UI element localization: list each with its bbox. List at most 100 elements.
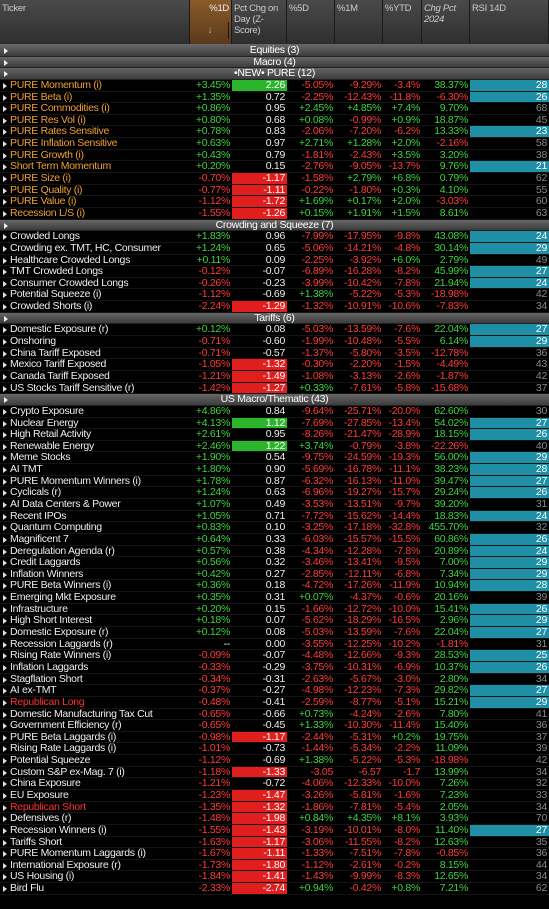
table-row[interactable]: High Retail Activity +2.61% 0.95 -8.26% -21.… — [0, 429, 549, 441]
rsi: 39 — [535, 592, 547, 603]
table-row[interactable]: Crowded Longs +1.83% 0.96 -7.99% -17.95% -9.8… — [0, 231, 549, 243]
table-row[interactable]: Domestic Manufacturing Tax Cut -0.65% -0.6… — [0, 709, 549, 721]
cell: -5.3% — [394, 289, 420, 301]
table-row[interactable]: Domestic Exposure (r) +0.12% 0.08 -5.03% -13… — [0, 627, 549, 639]
table-row[interactable]: PURE Commodities (i) +0.86% 0.95 +2.45% +4.8… — [0, 103, 549, 115]
table-row[interactable]: Onshoring -0.71% -0.60 -1.99% -10.48% -5.5% 6.… — [0, 336, 549, 348]
cell: -15.68% — [430, 382, 468, 394]
table-row[interactable]: PURE Momentum Laggards (i) -1.67% -1.11 -1.… — [0, 848, 549, 860]
table-row[interactable]: PURE Growth (i) +0.43% 0.79 -1.81% -2.43% +3.… — [0, 150, 549, 162]
table-row[interactable]: Crypto Exposure +4.86% 0.84 -9.64% -25.71% -2… — [0, 406, 549, 418]
table-row[interactable]: Meme Stocks +1.90% 0.54 -9.75% -24.59% -19.3%… — [0, 452, 549, 465]
table-row[interactable]: Potential Squeeze (i) -1.12% -0.69 +1.38% -5… — [0, 289, 549, 302]
column-header[interactable]: %1M — [335, 0, 383, 44]
section-header[interactable]: Equities (3) — [0, 44, 549, 57]
table-row[interactable]: TMT Crowded Longs -0.12% -0.07 -6.89% -16.28… — [0, 266, 549, 278]
ticker: Crowded Shorts (i) — [0, 301, 190, 312]
section-header[interactable]: Tariffs (6) — [0, 312, 549, 325]
rsi: 63 — [535, 207, 547, 219]
table-row[interactable]: Healthcare Crowded Longs +0.11% 0.09 -2.25%… — [0, 255, 549, 267]
table-row[interactable]: China Tariff Exposed -0.71% -0.57 -1.37% -5.… — [0, 348, 549, 360]
cell: +0.80% — [195, 114, 230, 126]
table-row[interactable]: Rising Rate Laggards (i) -1.01% -0.73 -1.44… — [0, 743, 549, 756]
column-header[interactable]: %5D — [287, 0, 335, 44]
table-row[interactable]: Quantum Computing +0.83% 0.10 -3.25% -17.18%… — [0, 522, 549, 534]
cell: 8.15% — [439, 859, 469, 871]
cell: -13.51% — [343, 498, 381, 510]
table-row[interactable]: PURE Quality (i) -0.77% -1.11 -0.22% -1.80% +… — [0, 184, 549, 197]
cell: -1.33% — [301, 848, 334, 859]
table-row[interactable]: PURE Beta Laggards (i) -0.98% -1.17 -2.44% -… — [0, 731, 549, 744]
table-row[interactable]: Stagflation Short -0.34% -0.31 -2.63% -5.67%… — [0, 674, 549, 686]
section-header[interactable]: Crowding and Squeeze (7) — [0, 219, 549, 232]
table-row[interactable]: Mexico Tariff Exposed -1.05% -1.32 -0.30% -2… — [0, 359, 549, 371]
table-row[interactable]: Cyclicals (r) +1.24% 0.63 -6.96% -19.27% -15.… — [0, 487, 549, 499]
ticker: US Stocks Tariff Sensitive (r) — [0, 383, 190, 394]
table-row[interactable]: Inflation Laggards -0.33% -0.29 -3.75% -10.3… — [0, 661, 549, 674]
table-row[interactable]: Short Term Momentum +0.20% 0.15 -2.76% -9.05… — [0, 161, 549, 174]
table-row[interactable]: PURE Size (i) -0.70% -1.17 -1.58% +2.79% +6.8… — [0, 173, 549, 185]
table-row[interactable]: PURE Rates Sensitive +0.78% 0.83 -2.06% -7.2… — [0, 126, 549, 139]
table-row[interactable]: PURE Value (i) -1.12% -1.72 +1.69% +0.17% +2.… — [0, 196, 549, 208]
table-row[interactable]: Canada Tariff Exposed -1.21% -1.49 -1.08% -3… — [0, 370, 549, 383]
column-header[interactable]: Chg Pct 2024 — [422, 0, 470, 44]
table-row[interactable]: Inflation Winners +0.42% 0.27 -2.85% -12.11%… — [0, 568, 549, 581]
table-row[interactable]: Potential Squeeze -1.12% -0.69 +1.38% -5.22%… — [0, 755, 549, 767]
sort-indicator[interactable]: ↓ — [192, 22, 229, 39]
table-row[interactable]: PURE Inflation Sensitive +0.63% 0.97 +2.71%… — [0, 138, 549, 150]
table-row[interactable]: AI ex-TMT -0.37% -0.27 -4.98% -12.23% -7.3% 29… — [0, 685, 549, 697]
table-row[interactable]: Defensives (r) -1.48% -1.98 +0.84% +4.35% +8.… — [0, 813, 549, 825]
table-row[interactable]: Custom S&P ex-Mag. 7 (i) -1.18% -1.33 -3.05… — [0, 766, 549, 779]
cell: -6.8% — [394, 568, 420, 580]
table-row[interactable]: High Short Interest +0.18% 0.07 -5.62% -18.2… — [0, 615, 549, 628]
table-row[interactable]: Recession Winners (i) -1.55% -1.43 -3.19% -1… — [0, 824, 549, 837]
cell: -7.83% — [436, 301, 469, 312]
table-row[interactable]: US Stocks Tariff Sensitive (r) -1.42% -1.2… — [0, 382, 549, 395]
table-row[interactable]: Emerging Mkt Exposure +0.35% 0.31 +0.07% -4.… — [0, 592, 549, 604]
table-row[interactable]: AI Data Centers & Power +1.07% 0.49 -3.53% -… — [0, 499, 549, 511]
column-header[interactable]: %YTD — [383, 0, 422, 44]
table-row[interactable]: Republican Long -0.48% -0.41 -2.59% -8.77% -5… — [0, 696, 549, 709]
table-row[interactable]: Credit Laggards +0.56% 0.32 -3.46% -13.41% -9… — [0, 557, 549, 569]
section-header[interactable]: •NEW• PURE (12) — [0, 68, 549, 80]
table-row[interactable]: PURE Momentum (i) +3.45% 2.26 -5.05% -9.29% -… — [0, 79, 549, 92]
table-row[interactable]: Consumer Crowded Longs -0.26% -0.23 -3.99% -… — [0, 277, 549, 290]
rsi: 29 — [470, 615, 549, 627]
column-header[interactable]: Ticker — [0, 0, 190, 44]
table-row[interactable]: Nuclear Energy +4.13% 1.12 -7.69% -27.85% -13… — [0, 417, 549, 430]
cell: -10.2% — [388, 638, 421, 650]
table-row[interactable]: Recent IPOs +1.05% 0.71 -7.72% -15.62% -14.4%… — [0, 510, 549, 523]
table-row[interactable]: Government Efficiency (r) -0.65% -0.45 +1.3… — [0, 720, 549, 732]
table-row[interactable]: Domestic Exposure (r) +0.12% 0.08 -5.03% -13… — [0, 324, 549, 337]
table-row[interactable]: PURE Momentum Winners (i) +1.78% 0.87 -6.32… — [0, 475, 549, 488]
section-header[interactable]: US Macro/Thematic (43) — [0, 394, 549, 406]
cell: 15.21% — [434, 696, 468, 708]
table-row[interactable]: Renewable Energy +2.46% 1.22 +3.74% -0.79% -3… — [0, 440, 549, 453]
table-row[interactable]: PURE Res Vol (i) +0.80% 0.68 +0.08% -0.99% +0… — [0, 115, 549, 127]
table-row[interactable]: EU Exposure -1.23% -1.47 -3.26% -5.81% -1.6% 7… — [0, 790, 549, 802]
table-row[interactable]: Republican Short -1.35% -1.32 -1.86% -7.81% -… — [0, 801, 549, 814]
table-row[interactable]: US Housing (i) -1.84% -1.41 -1.43% -9.99% -8.… — [0, 871, 549, 884]
rsi: 36 — [535, 720, 547, 731]
table-row[interactable]: International Exposure (r) -1.73% -1.80 -1.… — [0, 859, 549, 872]
section-header[interactable]: Macro (4) — [0, 56, 549, 69]
table-row[interactable]: Crowding ex. TMT, HC, Consumer +1.24% 0.65… — [0, 242, 549, 255]
table-row[interactable]: Deregulation Agenda (r) +0.57% 0.38 -4.34% -… — [0, 545, 549, 558]
column-header[interactable]: Pct Chg on Day (Z-Score) — [232, 0, 287, 44]
table-row[interactable]: Recession Laggards (r) -- 0.00 -3.55% -12.25… — [0, 639, 549, 651]
table-row[interactable]: Magnificent 7 +0.64% 0.33 -6.03% -15.57% -15.… — [0, 533, 549, 546]
cell: -27.85% — [343, 417, 381, 429]
column-header[interactable]: RSI 14D — [470, 0, 549, 44]
table-row[interactable]: Crowded Shorts (i) -2.24% -1.29 -1.32% -10.9… — [0, 301, 549, 313]
table-row[interactable]: China Exposure -1.21% -0.72 -4.06% -12.33% -1… — [0, 778, 549, 790]
table-row[interactable]: Bird Flu -2.33% -2.74 +0.94% -0.42% +0.8% 7.21… — [0, 883, 549, 895]
cell: 7.00% — [439, 557, 469, 568]
table-row[interactable]: PURE Beta Winners (i) +0.36% 0.18 -4.72% -17… — [0, 580, 549, 593]
table-row[interactable]: AI TMT +1.80% 0.90 -5.69% -16.78% -11.1% 38.23… — [0, 464, 549, 476]
column-header[interactable]: %1D ↓ — [190, 0, 232, 44]
table-row[interactable]: Recession L/S (i) -1.55% -1.26 +0.15% +1.91%… — [0, 207, 549, 220]
table-row[interactable]: Infrastructure +0.20% 0.15 -1.66% -12.72% -10… — [0, 603, 549, 616]
table-row[interactable]: Rising Rate Winners (i) -0.09% -0.07 -4.48%… — [0, 650, 549, 662]
table-row[interactable]: PURE Beta (i) +1.35% 0.72 -2.25% -12.43% -11.… — [0, 91, 549, 104]
table-row[interactable]: Tariffs Short -1.63% -1.17 -3.06% -11.55% -8.… — [0, 836, 549, 849]
